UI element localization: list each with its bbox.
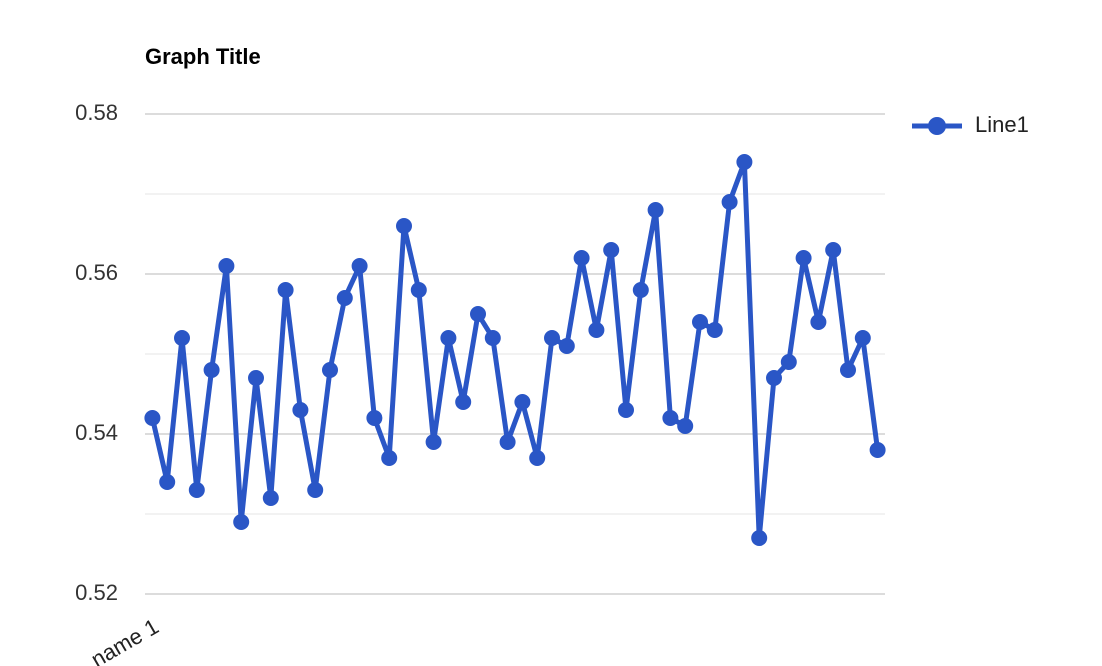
line: [149, 159, 881, 541]
point: [396, 218, 412, 234]
point: [188, 482, 205, 498]
point: [573, 250, 590, 266]
point: [558, 338, 575, 354]
point: [455, 394, 472, 410]
point: [351, 258, 368, 274]
point: [292, 402, 309, 418]
point: [795, 250, 812, 266]
point: [766, 370, 782, 386]
point: [736, 154, 753, 170]
point: [218, 258, 235, 274]
point: [248, 370, 264, 386]
point: [854, 330, 871, 346]
y-tick-label: 0.52: [75, 580, 118, 605]
y-tick-label: 0.56: [75, 260, 118, 285]
point: [692, 314, 708, 330]
point: [470, 306, 486, 322]
point: [751, 530, 768, 546]
point: [144, 410, 161, 426]
point: [662, 410, 679, 426]
point: [174, 330, 190, 346]
x-tick-label: name 1: [87, 614, 163, 666]
legend-marker: [928, 117, 946, 135]
point: [618, 402, 634, 418]
point: [840, 362, 856, 378]
point: [588, 322, 605, 338]
chart-title: Graph Title: [145, 44, 261, 69]
legend-label: Line1: [975, 112, 1029, 137]
point: [233, 514, 250, 530]
point: [780, 354, 797, 370]
point: [203, 362, 220, 378]
point: [544, 330, 560, 346]
point: [307, 482, 324, 498]
point: [603, 242, 620, 258]
point: [484, 330, 501, 346]
point: [647, 202, 664, 218]
point: [159, 474, 176, 490]
y-tick-label: 0.58: [75, 100, 118, 125]
point: [869, 442, 886, 458]
point: [366, 410, 383, 426]
point: [706, 322, 723, 338]
point: [381, 450, 398, 466]
point: [277, 282, 294, 298]
point: [499, 434, 516, 450]
point: [810, 314, 827, 330]
point: [336, 290, 353, 306]
point: [262, 490, 279, 506]
point: [322, 362, 338, 378]
point: [440, 330, 457, 346]
point: [825, 242, 842, 258]
point: [632, 282, 649, 298]
point: [410, 282, 427, 298]
point: [677, 418, 694, 434]
y-tick-label: 0.54: [75, 420, 118, 445]
point: [721, 194, 738, 210]
point: [425, 434, 442, 450]
point: [514, 394, 531, 410]
point: [529, 450, 546, 466]
